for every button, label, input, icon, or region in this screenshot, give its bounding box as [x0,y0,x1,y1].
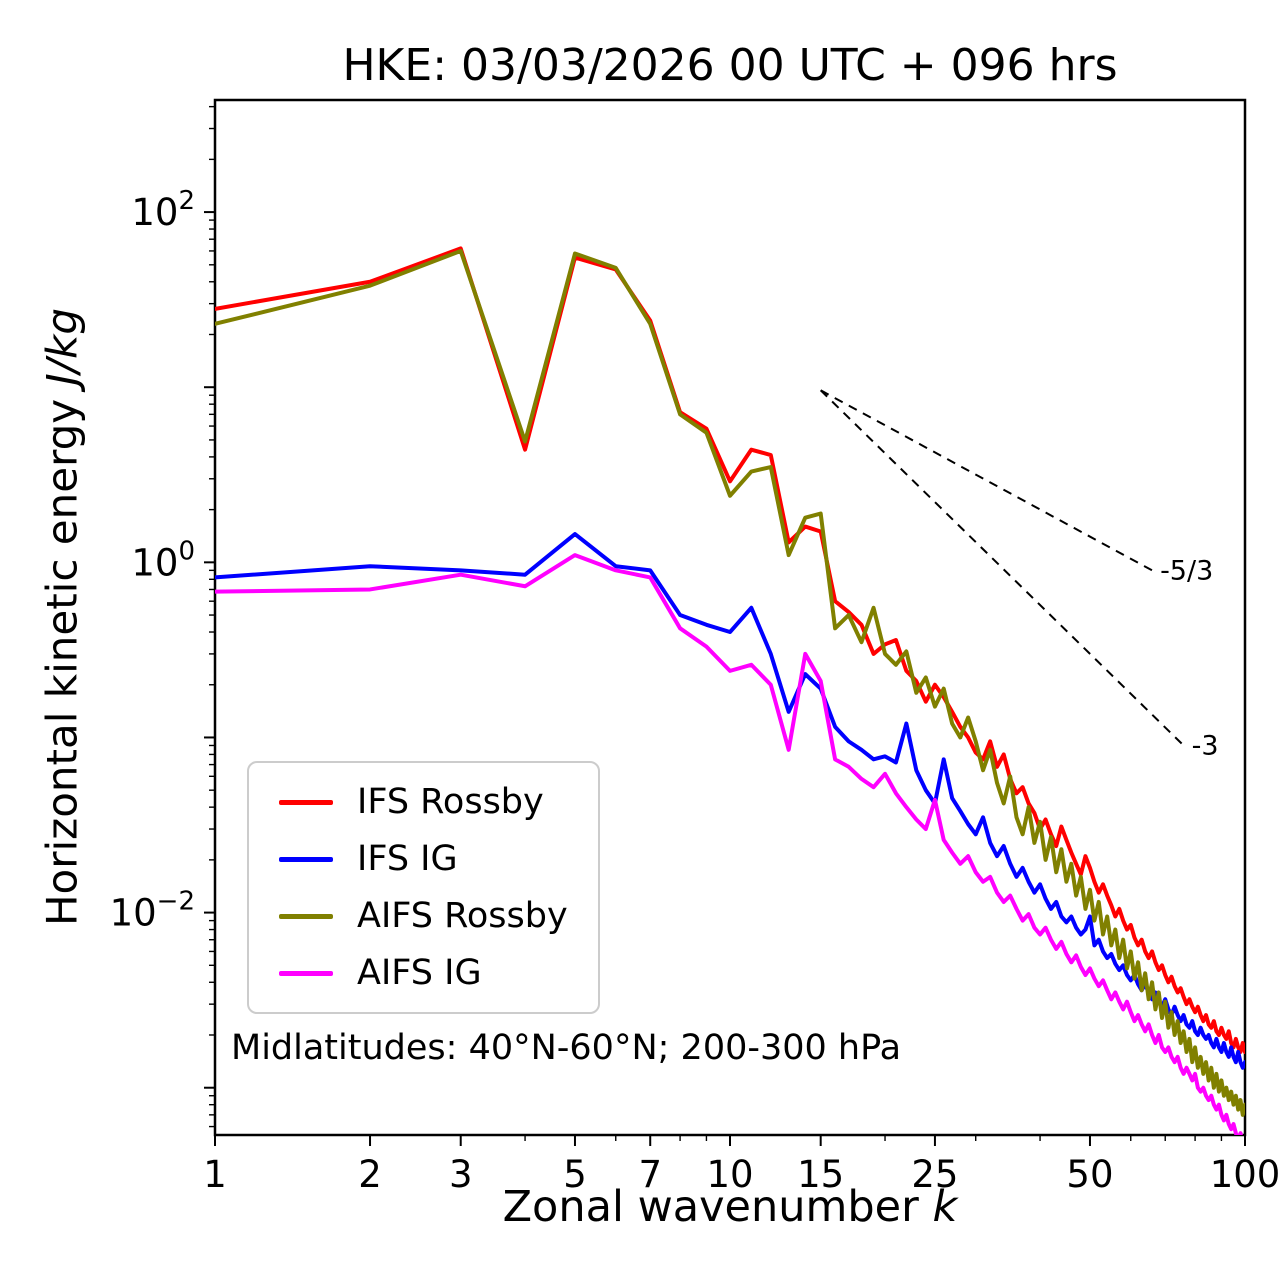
svg-text:100: 100 [1210,1153,1280,1196]
x-axis-label-text: Zonal wavenumber [502,1182,933,1232]
legend-item-ifs-rossby: IFS Rossby [279,781,568,823]
y-axis-label-units: J/kg [37,307,87,386]
legend-line-swatch-ifs-rossby [279,799,333,805]
svg-text:1: 1 [203,1153,227,1196]
legend-label-aifs-ig: AIFS IG [357,953,482,993]
svg-text:15: 15 [797,1153,844,1196]
legend: IFS Rossby IFS IG AIFS Rossby AIFS IG [247,761,600,1014]
legend-label-ifs-ig: IFS IG [357,839,458,879]
region-annotation: Midlatitudes: 40°N-60°N; 200-300 hPa [231,1028,902,1068]
legend-line-swatch-aifs-ig [279,970,333,976]
x-axis-label: Zonal wavenumber k [215,1182,1245,1232]
svg-text:25: 25 [911,1153,958,1196]
svg-text:100: 100 [131,536,195,584]
svg-text:3: 3 [449,1153,473,1196]
svg-text:5: 5 [563,1153,587,1196]
legend-item-ifs-ig: IFS IG [279,838,568,880]
svg-text:50: 50 [1066,1153,1113,1196]
svg-text:2: 2 [358,1153,382,1196]
svg-text:-3: -3 [1192,730,1219,761]
legend-item-aifs-rossby: AIFS Rossby [279,895,568,937]
y-axis-label-text: Horizontal kinetic energy [37,385,87,927]
chart-title: HKE: 03/03/2026 00 UTC + 096 hrs [342,40,1118,91]
svg-text:-5/3: -5/3 [1160,555,1213,586]
svg-text:10−2: 10−2 [110,887,195,935]
y-axis-label: Horizontal kinetic energy J/kg [38,308,87,926]
svg-text:102: 102 [131,186,195,234]
svg-text:10: 10 [706,1153,753,1196]
x-axis-label-symbol: k [932,1182,958,1232]
legend-label-aifs-rossby: AIFS Rossby [357,896,568,936]
legend-label-ifs-rossby: IFS Rossby [357,782,544,822]
legend-line-swatch-aifs-rossby [279,913,333,919]
legend-item-aifs-ig: AIFS IG [279,952,568,994]
legend-line-swatch-ifs-ig [279,856,333,862]
svg-text:7: 7 [638,1153,662,1196]
